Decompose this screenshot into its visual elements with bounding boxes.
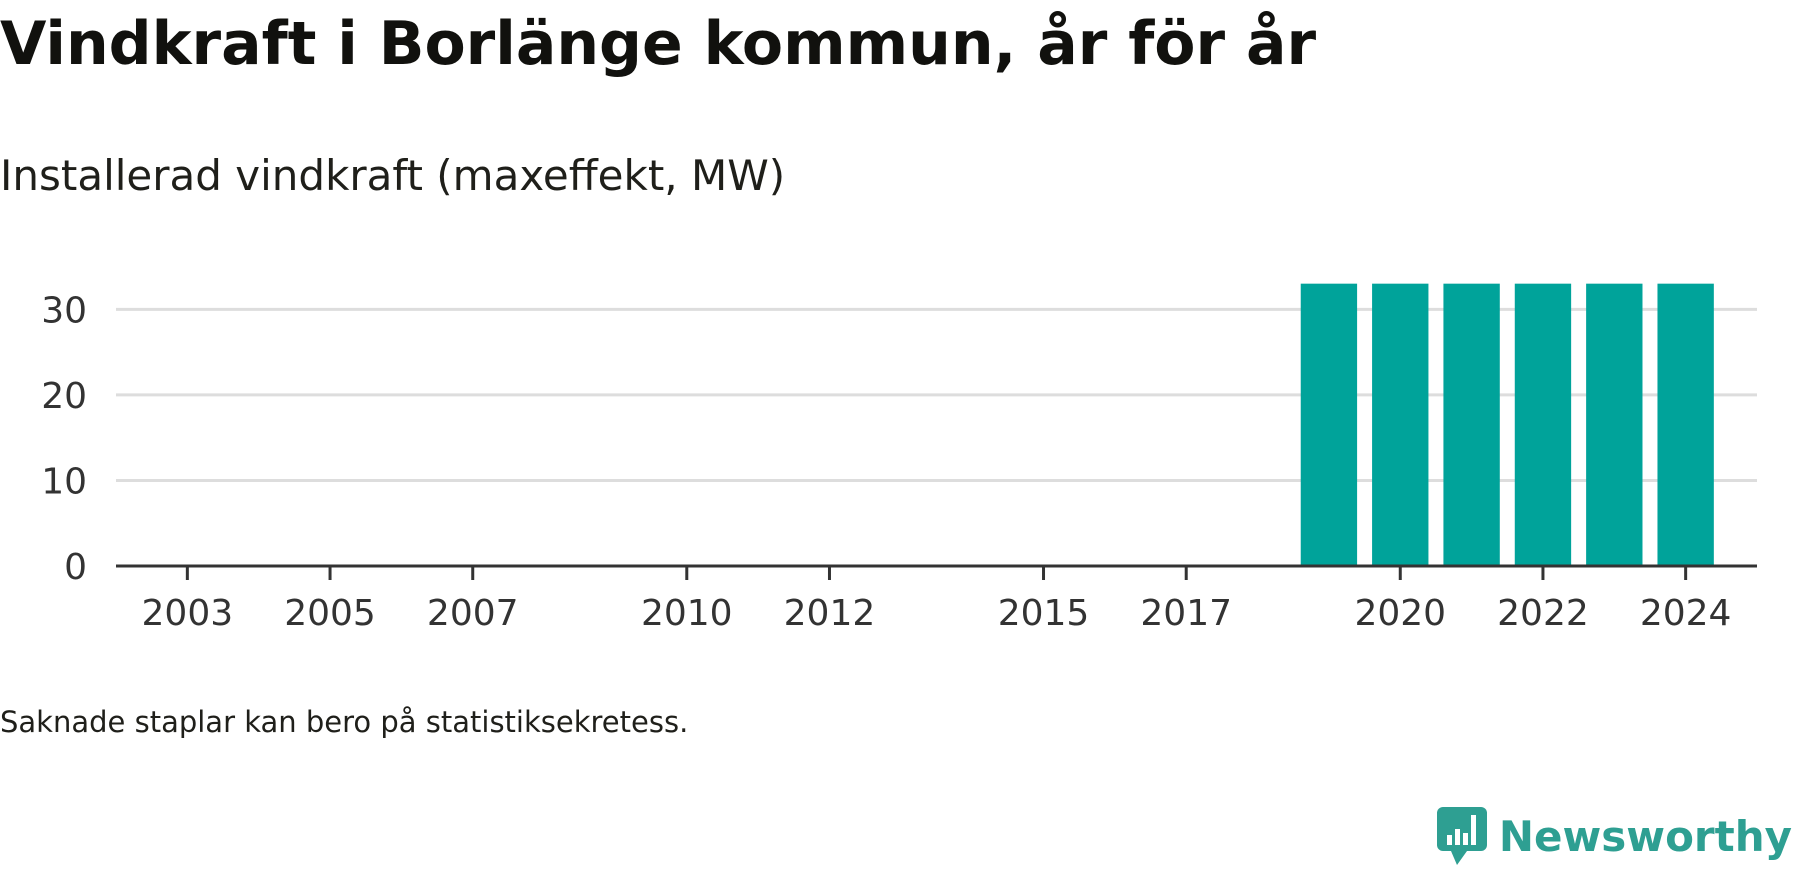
chart-subtitle: Installerad vindkraft (maxeffekt, MW)	[0, 151, 786, 200]
x-tick-label: 2003	[142, 593, 234, 634]
gridlines	[116, 307, 1757, 482]
bar-2020	[1372, 283, 1429, 566]
axes: 0 10 20 30 2003 2005 2007 2010 2012 2015 2017 2020 2…	[41, 290, 1757, 634]
x-tick-label: 2017	[1140, 593, 1232, 634]
chart-title: Vindkraft i Borlänge kommun, år för år	[0, 9, 1317, 79]
y-tick-label: 30	[41, 290, 87, 331]
x-tick-label: 2015	[998, 593, 1090, 634]
x-tick-label: 2012	[784, 593, 876, 634]
bar-2021	[1443, 283, 1500, 566]
bars	[1300, 283, 1714, 566]
brand-logo: Newsworthy	[1435, 801, 1792, 871]
x-tick-label: 2010	[641, 593, 733, 634]
brand-name: Newsworthy	[1498, 811, 1792, 861]
bar-2022	[1514, 283, 1572, 566]
y-tick-label: 20	[41, 376, 87, 417]
x-tick-label: 2007	[427, 593, 519, 634]
bar-2024	[1657, 283, 1714, 566]
y-tick-label: 10	[41, 461, 87, 502]
y-tick-label: 0	[64, 547, 87, 588]
x-tick-label: 2005	[284, 593, 376, 634]
x-tick-label: 2024	[1640, 593, 1732, 634]
bar-2023	[1586, 283, 1643, 566]
x-tick-label: 2020	[1354, 593, 1446, 634]
bar-2019	[1300, 283, 1358, 566]
bar-chart: 0 10 20 30 2003 2005 2007 2010 2012 2015 2017 2020 2…	[41, 283, 1757, 634]
newsworthy-logo-icon	[1436, 807, 1487, 865]
footnote: Saknade staplar kan bero på statistiksek…	[0, 705, 689, 739]
x-tick-label: 2022	[1497, 593, 1589, 634]
